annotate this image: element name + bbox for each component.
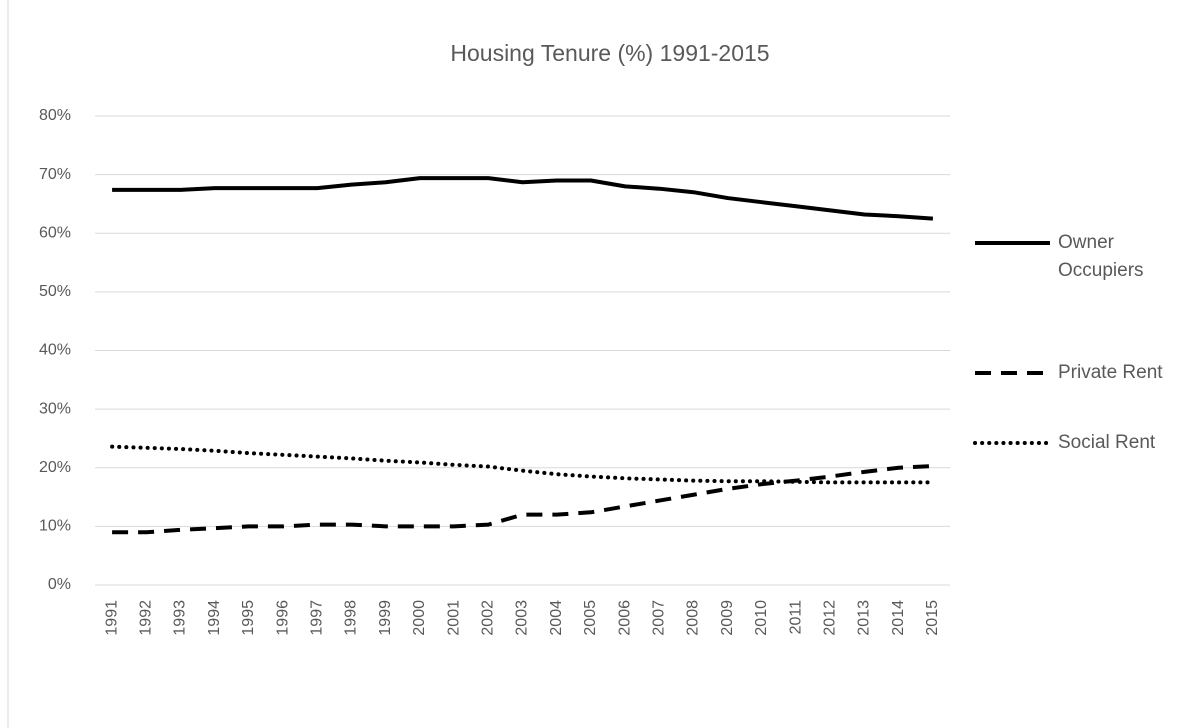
- y-tick-label: 10%: [39, 518, 71, 535]
- series-line: [112, 463, 934, 535]
- y-tick-label: 20%: [39, 459, 71, 476]
- x-tick-label: 2008: [685, 600, 702, 636]
- legend-label: Owner Occupiers: [1058, 232, 1144, 281]
- x-tick-label: 1996: [274, 600, 291, 636]
- series-line: [112, 176, 934, 221]
- x-tick-label: 2007: [651, 600, 668, 636]
- x-tick-label: 2001: [445, 600, 462, 636]
- y-tick-label: 0%: [48, 576, 71, 593]
- y-tick-label: 70%: [39, 166, 71, 183]
- x-tick-label: 2005: [582, 600, 599, 636]
- x-tick-label: 1997: [309, 600, 326, 636]
- x-tick-label: 2004: [548, 600, 565, 636]
- x-tick-label: 2013: [856, 600, 873, 636]
- x-tick-label: 2015: [924, 600, 941, 636]
- y-tick-label: 60%: [39, 224, 71, 241]
- legend-label: Social Rent: [1058, 432, 1156, 453]
- x-tick-label: 2010: [753, 600, 770, 636]
- legend-label: Private Rent: [1058, 362, 1163, 383]
- x-tick-label: 1999: [377, 600, 394, 636]
- y-tick-label: 30%: [39, 400, 71, 417]
- x-tick-label: 2014: [890, 600, 907, 636]
- y-tick-label: 40%: [39, 342, 71, 359]
- x-tick-label: 1991: [103, 600, 120, 636]
- series-line: [110, 444, 935, 485]
- x-tick-label: 1995: [240, 600, 257, 636]
- x-tick-label: 1993: [172, 600, 189, 636]
- x-tick-label: 2011: [787, 600, 804, 635]
- x-tick-label: 2009: [719, 600, 736, 636]
- y-tick-label: 80%: [39, 107, 71, 124]
- x-tick-label: 2003: [514, 600, 531, 636]
- x-tick-label: 1998: [343, 600, 360, 636]
- x-tick-label: 2002: [480, 600, 497, 636]
- x-tick-label: 1992: [138, 600, 155, 636]
- x-tick-label: 1994: [206, 600, 223, 636]
- x-tick-label: 2000: [411, 600, 428, 636]
- y-tick-label: 50%: [39, 283, 71, 300]
- x-tick-label: 2006: [616, 600, 633, 636]
- chart-title: Housing Tenure (%) 1991-2015: [450, 40, 769, 66]
- x-tick-label: 2012: [822, 600, 839, 636]
